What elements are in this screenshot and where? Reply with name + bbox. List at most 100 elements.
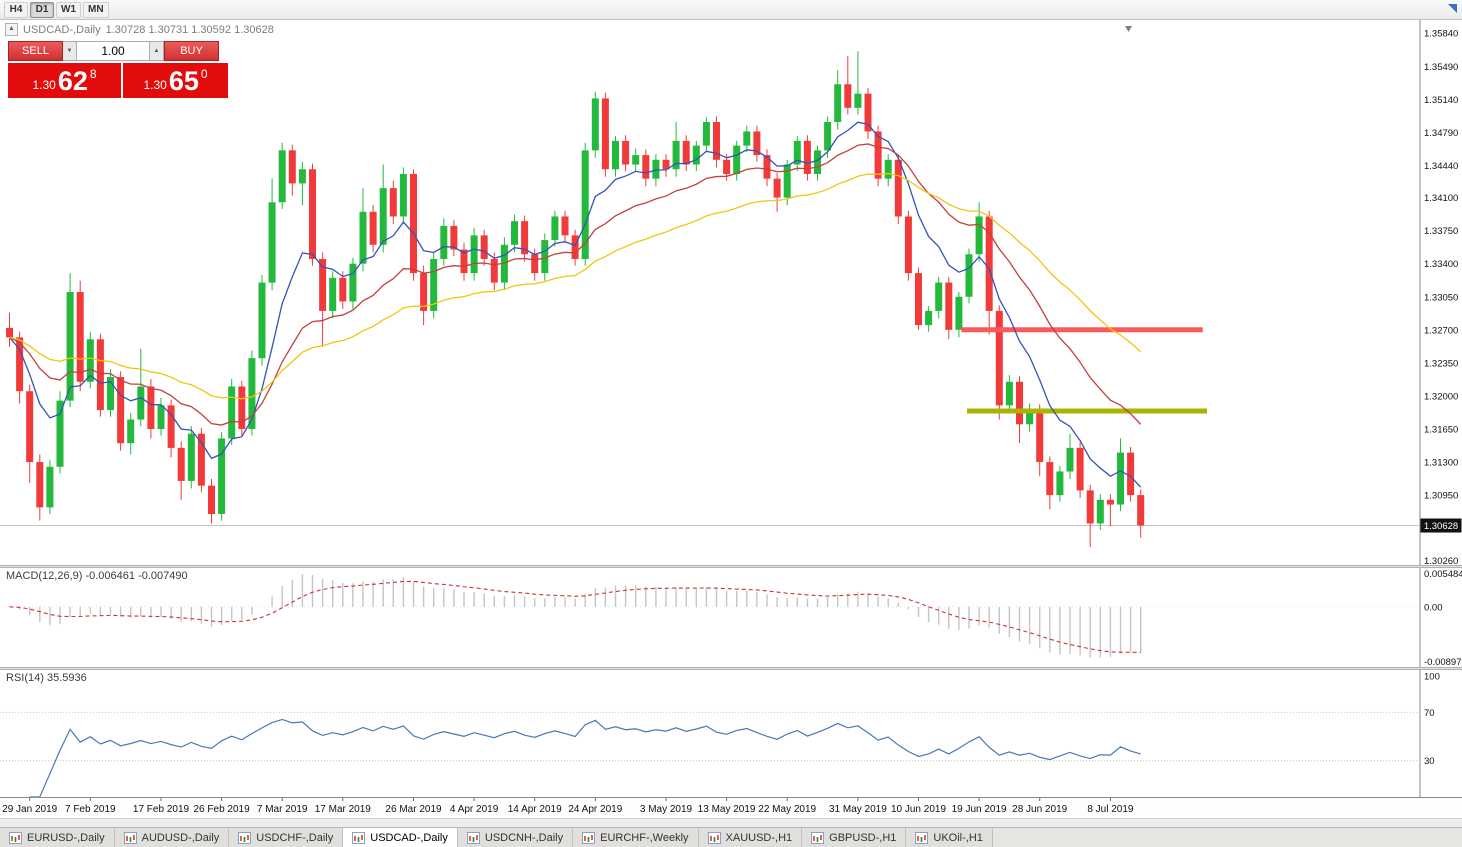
chart-ohlc-values: 1.30728 1.30731 1.30592 1.30628	[105, 23, 274, 36]
svg-text:1.34440: 1.34440	[1424, 161, 1458, 172]
collapse-icon[interactable]: ▲	[5, 23, 18, 36]
mini-chart-icon	[811, 832, 825, 844]
svg-text:26 Feb 2019: 26 Feb 2019	[194, 804, 251, 815]
chart-tab-label: AUDUSD-,Daily	[141, 832, 220, 844]
svg-text:17 Mar 2019: 17 Mar 2019	[315, 804, 372, 815]
toolbar-corner-icon[interactable]	[1448, 4, 1457, 13]
chart-tab-xauusd-h1[interactable]: XAUUSD-,H1	[698, 828, 803, 847]
chart-tab-label: EURCHF-,Weekly	[600, 832, 689, 844]
sell-price-display[interactable]: 1.30 62 8	[8, 63, 121, 98]
buy-price-display[interactable]: 1.30 65 0	[123, 63, 228, 98]
buy-button[interactable]: BUY	[164, 41, 219, 61]
sell-price-big-digits: 62	[57, 65, 88, 96]
svg-text:1.32000: 1.32000	[1424, 391, 1458, 402]
sell-price-pip-digit: 8	[89, 67, 97, 81]
svg-text:0.005484: 0.005484	[1424, 569, 1462, 580]
svg-text:-0.00897: -0.00897	[1424, 657, 1462, 667]
svg-text:0.00: 0.00	[1424, 602, 1443, 613]
rsi-label: RSI(14) 35.5936	[6, 672, 87, 684]
svg-text:1.35140: 1.35140	[1424, 95, 1458, 106]
chart-tab-usdchf-daily[interactable]: USDCHF-,Daily	[229, 828, 344, 847]
chart-tab-gbpusd-h1[interactable]: GBPUSD-,H1	[802, 828, 907, 847]
buy-price-pip-digit: 0	[200, 67, 208, 81]
svg-text:1.31650: 1.31650	[1424, 424, 1458, 435]
svg-text:10 Jun 2019: 10 Jun 2019	[891, 804, 946, 815]
timeframe-button-w1[interactable]: W1	[56, 1, 81, 18]
chart-tab-usdcad-daily[interactable]: USDCAD-,Daily	[343, 828, 458, 847]
svg-text:1.33050: 1.33050	[1424, 292, 1458, 303]
chart-tab-usdcnh-daily[interactable]: USDCNH-,Daily	[457, 828, 574, 847]
svg-text:1.33400: 1.33400	[1424, 259, 1458, 270]
svg-text:1.35840: 1.35840	[1424, 29, 1458, 40]
svg-text:1.32350: 1.32350	[1424, 358, 1458, 369]
macd-label: MACD(12,26,9) -0.006461 -0.007490	[6, 570, 188, 582]
svg-text:70: 70	[1424, 708, 1435, 719]
svg-text:100: 100	[1424, 672, 1440, 683]
mini-chart-icon	[915, 832, 929, 844]
chart-symbol-label: USDCAD-,Daily	[23, 23, 101, 36]
svg-text:14 Apr 2019: 14 Apr 2019	[508, 804, 562, 815]
timeframe-button-mn[interactable]: MN	[83, 1, 109, 18]
svg-text:1.32700: 1.32700	[1424, 325, 1458, 336]
time-axis[interactable]: 29 Jan 2019 7 Feb 2019 17 Feb 2019 26 Feb 2…	[0, 797, 1462, 818]
one-click-trading-panel: SELL ▼ ▲ BUY 1.30 62 8 1.30 65 0	[8, 41, 228, 98]
price-chart-pane[interactable]: 1.35840 1.35490 1.35140 1.34790 1.34440 1.341…	[0, 20, 1462, 565]
mini-chart-icon	[238, 832, 252, 844]
mini-chart-icon	[707, 832, 721, 844]
macd-indicator-pane[interactable]: 0.005484 0.00 -0.00897 MACD(12,26,9) -0.00…	[0, 568, 1462, 667]
sell-button[interactable]: SELL	[8, 41, 63, 61]
svg-text:1.35490: 1.35490	[1424, 62, 1458, 73]
chart-tab-label: USDCAD-,Daily	[370, 832, 448, 844]
chart-tab-label: USDCNH-,Daily	[484, 832, 564, 844]
chart-title: ▲ USDCAD-,Daily 1.30728 1.30731 1.30592 …	[5, 23, 274, 36]
mini-chart-icon	[466, 832, 480, 844]
svg-text:29 Jan 2019: 29 Jan 2019	[2, 804, 57, 815]
mini-chart-icon	[352, 832, 366, 844]
buy-price-prefix: 1.30	[143, 78, 167, 92]
horizontal-scrollbar[interactable]	[0, 818, 1462, 827]
timeframe-button-d1[interactable]: D1	[30, 1, 54, 18]
lot-size-input[interactable]	[77, 41, 150, 61]
svg-text:1.33750: 1.33750	[1424, 226, 1458, 237]
svg-text:7 Feb 2019: 7 Feb 2019	[65, 804, 116, 815]
svg-text:28 Jun 2019: 28 Jun 2019	[1012, 804, 1067, 815]
timeframe-toolbar: H4 D1 W1 MN	[0, 0, 1462, 20]
svg-text:31 May 2019: 31 May 2019	[829, 804, 887, 815]
mini-chart-icon	[123, 832, 137, 844]
svg-text:1.30628: 1.30628	[1424, 521, 1458, 532]
lot-increase-button[interactable]: ▲	[150, 41, 164, 61]
pane-splitter[interactable]	[0, 565, 1462, 568]
macd-plot[interactable]: 0.005484 0.00 -0.00897	[0, 568, 1462, 667]
svg-text:1.30260: 1.30260	[1424, 556, 1458, 565]
chart-tab-eurchf-weekly[interactable]: EURCHF-,Weekly	[573, 828, 699, 847]
svg-text:1.31300: 1.31300	[1424, 458, 1458, 469]
svg-text:17 Feb 2019: 17 Feb 2019	[133, 804, 190, 815]
svg-text:30: 30	[1424, 756, 1435, 767]
chart-tab-label: UKOil-,H1	[933, 832, 983, 844]
candlestick-chart[interactable]: 1.35840 1.35490 1.35140 1.34790 1.34440 1.341…	[0, 20, 1462, 565]
lot-decrease-button[interactable]: ▼	[63, 41, 77, 61]
svg-text:13 May 2019: 13 May 2019	[698, 804, 756, 815]
svg-text:24 Apr 2019: 24 Apr 2019	[568, 804, 622, 815]
svg-text:22 May 2019: 22 May 2019	[758, 804, 816, 815]
svg-text:19 Jun 2019: 19 Jun 2019	[952, 804, 1007, 815]
mini-chart-icon	[582, 832, 596, 844]
timeframe-button-h4[interactable]: H4	[4, 1, 28, 18]
chart-window: 1.35840 1.35490 1.35140 1.34790 1.34440 1.341…	[0, 20, 1462, 827]
rsi-indicator-pane[interactable]: 100 70 30 RSI(14) 35.5936	[0, 670, 1462, 797]
buy-price-big-digits: 65	[168, 65, 199, 96]
mini-chart-icon	[9, 832, 22, 844]
svg-text:1.34100: 1.34100	[1424, 193, 1458, 204]
svg-text:3 May 2019: 3 May 2019	[640, 804, 693, 815]
svg-text:7 Mar 2019: 7 Mar 2019	[257, 804, 308, 815]
chart-tab-ukoil-h1[interactable]: UKOil-,H1	[906, 828, 993, 847]
pane-splitter[interactable]	[0, 667, 1462, 670]
chart-tab-label: EURUSD-,Daily	[27, 832, 105, 844]
rsi-plot[interactable]: 100 70 30	[0, 670, 1462, 797]
svg-text:4 Apr 2019: 4 Apr 2019	[450, 804, 499, 815]
svg-text:8 Jul 2019: 8 Jul 2019	[1087, 804, 1134, 815]
chart-tab-audusd-daily[interactable]: AUDUSD-,Daily	[114, 828, 230, 847]
chart-tab-eurusd-daily[interactable]: EURUSD-,Daily	[0, 828, 115, 847]
chart-tab-label: USDCHF-,Daily	[256, 832, 334, 844]
svg-text:26 Mar 2019: 26 Mar 2019	[385, 804, 442, 815]
